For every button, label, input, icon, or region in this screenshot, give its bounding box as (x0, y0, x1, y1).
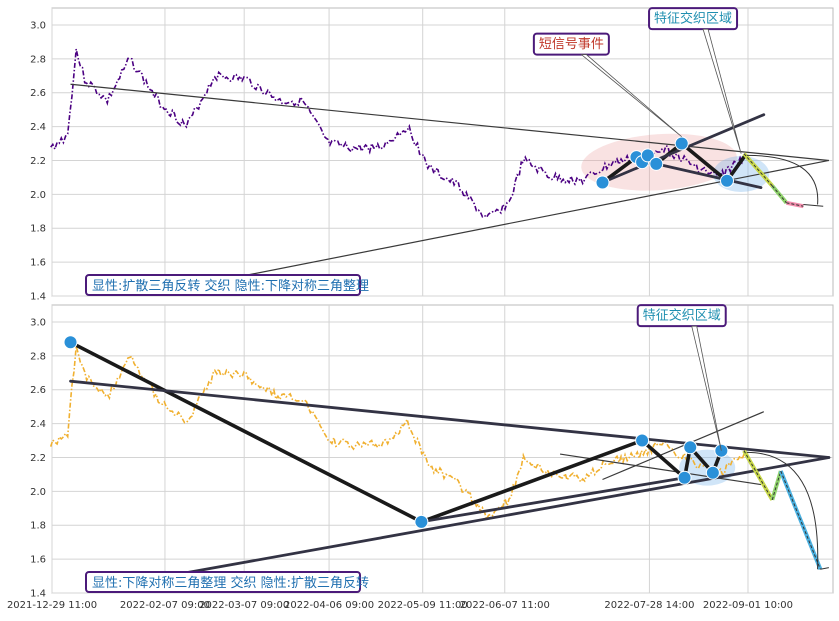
x-tick-label: 2022-02-07 09:00 (120, 600, 210, 611)
y-tick-label: 1.4 (30, 292, 46, 303)
trend-line (70, 83, 829, 162)
x-tick-label: 2022-03-07 09:00 (199, 600, 289, 611)
y-tick-label: 1.6 (30, 555, 46, 566)
y-tick-label: 3.0 (30, 20, 46, 31)
y-tick-label: 2.0 (30, 190, 46, 201)
pattern-caption: 显性:下降对称三角整理 交织 隐性:扩散三角反转 (92, 575, 369, 591)
annotation-label: 特征交织区域 (643, 308, 721, 324)
pattern-line (654, 162, 763, 189)
projection-arc (746, 154, 819, 205)
plot-frame (51, 304, 834, 594)
y-tick-label: 2.8 (30, 54, 46, 65)
pivot-point (635, 433, 650, 448)
y-tick-label: 2.6 (30, 385, 46, 396)
y-tick-label: 3.0 (30, 317, 46, 328)
annotation-label: 特征交织区域 (654, 11, 732, 27)
x-tick-label: 2022-04-06 09:00 (284, 600, 374, 611)
x-tick-label: 2022-07-28 14:00 (604, 600, 694, 611)
annotation-box (636, 304, 727, 328)
price-series-line (50, 48, 745, 219)
plot-frame (51, 7, 834, 297)
y-tick-label: 2.2 (30, 156, 46, 167)
annotation-pointer (691, 325, 722, 451)
y-tick-label: 2.6 (30, 88, 46, 99)
x-axis: 2021-12-29 11:00 2022-02-07 09:002022-03-… (7, 600, 793, 611)
annotation-pointer (580, 54, 682, 138)
y-tick-label: 1.6 (30, 258, 46, 269)
forecast-segment-core (743, 153, 773, 187)
forecast-segment-core (743, 450, 773, 501)
y-tick-label: 1.8 (30, 521, 46, 532)
projection-tick (803, 204, 824, 207)
bottom-panel: 1.4 1.6 1.8 2.0 2.2 2.4 2.6 2.8 3.0 特征交织区域显性:下降对称… (30, 304, 834, 600)
pivot-point (677, 470, 692, 485)
forecast-segment-core (780, 470, 821, 570)
pattern-line (69, 379, 831, 459)
annotation-label: 短信号事件 (539, 37, 604, 52)
pivot-point (683, 440, 698, 455)
x-tick-label: 2022-05-09 11:00 (378, 600, 468, 611)
pivot-point (414, 514, 429, 529)
pivot-point (63, 335, 78, 350)
annotation-box (648, 7, 739, 31)
y-tick-label: 1.8 (30, 224, 46, 235)
y-tick-label: 1.4 (30, 589, 46, 600)
pivot-point (640, 148, 655, 163)
pattern-line (420, 476, 686, 524)
projection-arc (746, 451, 819, 570)
trend-line (602, 411, 765, 481)
pivot-point (720, 173, 735, 188)
top-panel: 1.4 1.6 1.8 2.0 2.2 2.4 2.6 2.8 3.0 短信号事件 特征交织区域显性… (30, 7, 834, 303)
trend-line (158, 159, 829, 294)
x-tick-label: 2022-06-07 11:00 (460, 600, 550, 611)
pivot-point (705, 465, 720, 480)
annotation-box (532, 32, 610, 56)
pattern-caption: 显性:扩散三角反转 交织 隐性:下降对称三角整理 (92, 278, 369, 294)
pivot-point (674, 136, 689, 151)
y-tick-label: 2.4 (30, 122, 46, 133)
y-tick-label: 2.4 (30, 419, 46, 430)
pattern-caption-box (85, 274, 361, 296)
x-tick-label: 2022-09-01 10:00 (703, 600, 793, 611)
annotation-pointer (702, 28, 742, 154)
projection-tick (820, 567, 829, 570)
pattern-caption-box (85, 571, 361, 593)
x-tick-label: 2021-12-29 11:00 (7, 600, 97, 611)
y-tick-label: 2.0 (30, 487, 46, 498)
forecast-segment-core (771, 470, 782, 500)
pivot-point (595, 175, 610, 190)
pivot-point (649, 156, 664, 171)
y-tick-label: 2.8 (30, 351, 46, 362)
forecast-segment-core (771, 185, 787, 204)
forecast-segment-core (786, 202, 804, 207)
y-tick-label: 2.2 (30, 453, 46, 464)
